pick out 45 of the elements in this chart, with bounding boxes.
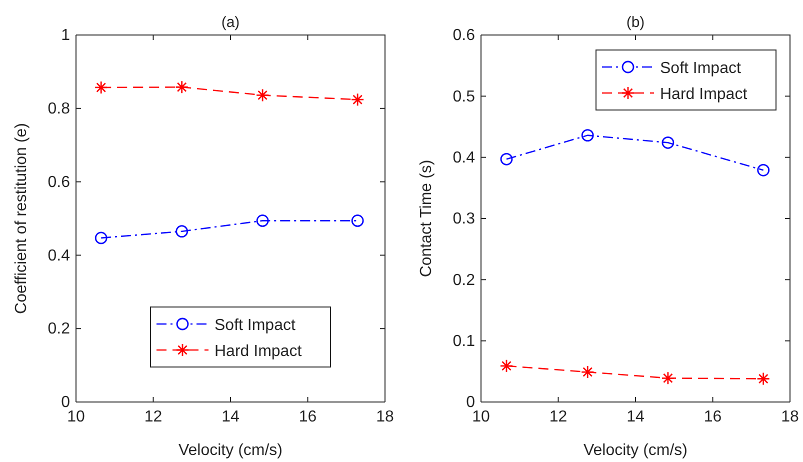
point [580,365,594,379]
point [176,225,188,238]
y-tick-label: 0.6 [452,27,476,44]
y-tick-label: 0.2 [48,320,70,338]
x-tick-label: 18 [781,408,799,426]
y-tick-label: 0.8 [48,100,70,118]
x-tick-label: 16 [704,408,722,426]
point [756,372,770,386]
legend-label: Hard Impact [214,343,302,360]
point [175,80,189,94]
y-axis-title: Contact Time (s) [418,160,435,278]
legend-label: Soft Impact [214,317,296,334]
point [256,88,270,102]
y-tick-label: 0.6 [48,174,70,191]
x-tick-label: 12 [549,408,568,426]
y-tick-label: 0.4 [452,149,476,166]
chart-title: (a) [221,14,240,31]
x-tick-label: 18 [376,408,394,426]
point [661,371,675,385]
y-tick-label: 1 [61,27,70,44]
point [581,129,594,142]
point [256,214,269,227]
chart-title: (b) [626,14,645,31]
x-tick-label: 14 [626,408,644,426]
y-tick-label: 0.3 [452,210,476,228]
legend-label: Soft Impact [660,60,742,77]
x-axis-title: Velocity (cm/s) [583,442,688,459]
x-tick-label: 14 [222,408,240,426]
y-tick-label: 0.4 [48,247,70,264]
point [94,232,108,244]
point [351,214,364,227]
x-tick-label: 12 [144,408,162,426]
x-tick-label: 16 [298,408,317,426]
point [500,152,513,166]
point [350,92,364,106]
legend-label: Hard Impact [660,86,748,103]
point [662,136,674,149]
y-axis-title: Coefficient of restitution (e) [13,123,30,314]
y-tick-label: 0.5 [452,88,476,106]
y-tick-label: 0.2 [452,272,476,289]
point [94,80,108,94]
x-axis-title: Velocity (cm/s) [178,442,283,459]
point [757,164,770,176]
y-tick-label: 0.1 [452,332,476,350]
point [500,359,514,373]
